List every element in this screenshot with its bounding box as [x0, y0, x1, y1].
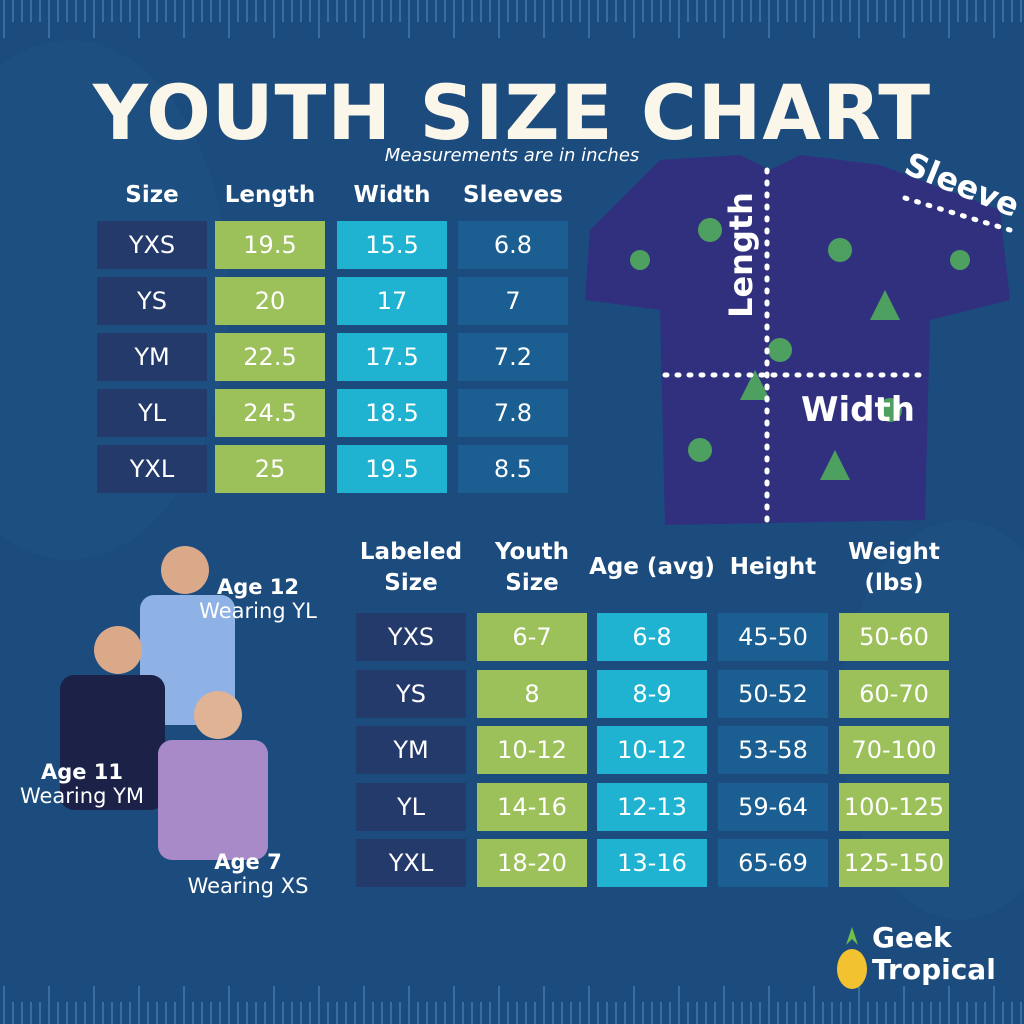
table-cell: 100-125	[839, 782, 949, 831]
column-header: Labeled Size	[359, 538, 463, 596]
table-cell: 25	[215, 445, 325, 493]
column-header: Sleeves	[463, 182, 563, 209]
column-header: Width	[353, 182, 431, 209]
models-photo	[60, 546, 268, 860]
brand: Geek Tropical	[872, 922, 996, 986]
table-cell: 8-9	[597, 669, 707, 718]
table-cell: 19.5	[215, 221, 325, 269]
column-header: Size	[125, 182, 179, 209]
table-cell: 6-7	[477, 613, 587, 661]
table-cell: YXL	[356, 839, 466, 887]
table-cell: 7.8	[458, 389, 568, 437]
table-cell: YXS	[97, 221, 207, 269]
table-cell: YM	[356, 726, 466, 774]
shirt-diagram: Length Width Sleeve	[585, 150, 1024, 525]
table-cell: 22.5	[215, 333, 325, 381]
table-cell: 13-16	[597, 839, 707, 887]
table-cell: 18-20	[477, 839, 587, 887]
column-header: Weight (lbs)	[848, 538, 940, 596]
table-cell: YS	[356, 669, 466, 718]
table-cell: 8	[477, 669, 587, 718]
table-cell: 17	[337, 277, 447, 325]
length-label: Length	[722, 192, 760, 318]
table-cell: 10-12	[597, 726, 707, 774]
model-size: Wearing XS	[187, 874, 309, 898]
table-cell: YXS	[356, 613, 466, 661]
table-cell: 59-64	[718, 782, 828, 831]
table-cell: 8.5	[458, 445, 568, 493]
table-cell: 60-70	[839, 669, 949, 718]
table-cell: 125-150	[839, 839, 949, 887]
table-cell: 18.5	[337, 389, 447, 437]
model-age: Age 11	[40, 760, 124, 784]
table-cell: YXL	[97, 445, 207, 493]
table-cell: 70-100	[839, 726, 949, 774]
brand-line: Geek	[872, 921, 952, 954]
model-size: Wearing YM	[19, 784, 145, 808]
table-cell: 50-52	[718, 669, 828, 718]
model-age: Age 12	[216, 575, 300, 599]
table-cell: YS	[97, 277, 207, 325]
table-cell: 7.2	[458, 333, 568, 381]
table-cell: 15.5	[337, 221, 447, 269]
table-cell: 17.5	[337, 333, 447, 381]
table-cell: 24.5	[215, 389, 325, 437]
column-header: Youth Size	[494, 538, 570, 596]
table-cell: 14-16	[477, 782, 587, 831]
table-cell: 20	[215, 277, 325, 325]
title: YOUTH SIZE CHART	[92, 68, 932, 157]
subtitle: Measurements are in inches	[384, 145, 640, 166]
model-age: Age 7	[214, 850, 282, 874]
logo-icon	[837, 927, 867, 989]
model-label: Age 11 Wearing YM	[0, 760, 182, 808]
model-size: Wearing YL	[199, 599, 317, 623]
table-cell: 7	[458, 277, 568, 325]
table-cell: 10-12	[477, 726, 587, 774]
width-label: Width	[801, 390, 915, 430]
table-cell: 19.5	[337, 445, 447, 493]
table-cell: 45-50	[718, 613, 828, 661]
table-cell: YL	[356, 782, 466, 831]
table-cell: YM	[97, 333, 207, 381]
table-cell: 50-60	[839, 613, 949, 661]
model-label: Age 7 Wearing XS	[148, 850, 348, 898]
column-header: Age (avg)	[589, 554, 715, 581]
brand-line: Tropical	[872, 953, 996, 986]
table-cell: 53-58	[718, 726, 828, 774]
column-header: Length	[224, 182, 316, 209]
table-cell: 12-13	[597, 782, 707, 831]
model-label: Age 12 Wearing YL	[158, 575, 358, 623]
table-cell: 6.8	[458, 221, 568, 269]
table-cell: 65-69	[718, 839, 828, 887]
table-cell: YL	[97, 389, 207, 437]
column-header: Height	[729, 554, 817, 581]
table-cell: 6-8	[597, 613, 707, 661]
